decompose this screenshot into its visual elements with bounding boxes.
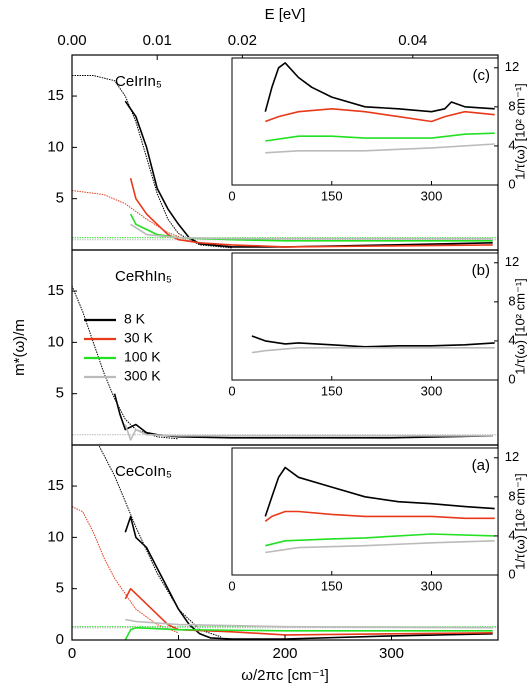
x-axis-label: ω/2πc [cm⁻¹] xyxy=(241,667,328,684)
y-tick-label: 10 xyxy=(47,333,64,350)
legend-label: 30 K xyxy=(124,330,153,346)
inset-line xyxy=(264,466,495,517)
inset-frame xyxy=(231,57,499,186)
x2-tick-label: 0.04 xyxy=(398,32,427,49)
data-line xyxy=(129,213,493,242)
data-line xyxy=(125,618,493,629)
inset-y-tick-label: 12 xyxy=(505,59,519,74)
inset-line xyxy=(265,132,495,142)
inset-y-tick-label: 4 xyxy=(508,332,515,347)
y-tick-label: 10 xyxy=(47,138,64,155)
inset-x-tick-label: 150 xyxy=(321,188,343,203)
panel xyxy=(72,285,498,441)
data-line xyxy=(130,223,493,240)
inset-line xyxy=(265,108,495,123)
inset-x-tick-label: 150 xyxy=(321,578,343,593)
y-axis-label: m*(ω)/m xyxy=(11,319,28,376)
data-line xyxy=(129,177,493,248)
compound-label: CeRhIn₅ xyxy=(115,268,172,285)
inset-y-tick-label: 8 xyxy=(508,98,515,113)
x-tick-label: 100 xyxy=(166,645,191,662)
fit-line xyxy=(98,445,222,638)
legend-label: 300 K xyxy=(124,368,161,384)
inset-y-axis-label: 1/τ(ω) [10² cm⁻¹] xyxy=(512,473,527,570)
inset-background xyxy=(232,448,498,575)
inset-y-tick-label: 4 xyxy=(508,527,515,542)
compound-label: CeCoIn₅ xyxy=(115,463,172,480)
x-tick-label: 300 xyxy=(379,645,404,662)
inset-background xyxy=(232,58,498,185)
y-tick-label: 15 xyxy=(47,282,64,299)
inset-line xyxy=(265,540,495,554)
inset-x-tick-label: 0 xyxy=(228,578,235,593)
data-line xyxy=(124,424,493,441)
inset-x-tick-label: 300 xyxy=(421,383,443,398)
inset-line xyxy=(265,533,495,547)
panel xyxy=(72,445,498,640)
y-tick-label: 15 xyxy=(47,87,64,104)
x-tick-label: 200 xyxy=(272,645,297,662)
legend-label: 8 K xyxy=(124,311,146,327)
data-line xyxy=(124,516,493,640)
x2-tick-label: 0.02 xyxy=(228,32,257,49)
data-line xyxy=(124,100,493,248)
inset-frame xyxy=(231,447,499,576)
inset-x-tick-label: 300 xyxy=(421,578,443,593)
inset-line xyxy=(264,62,495,113)
inset-y-tick-label: 0 xyxy=(508,371,515,386)
legend-label: 100 K xyxy=(124,349,161,365)
inset-y-tick-label: 12 xyxy=(505,449,519,464)
fit-line xyxy=(72,506,179,634)
inset-y-tick-label: 0 xyxy=(508,566,515,581)
inset-frame xyxy=(231,252,499,381)
inset-line xyxy=(251,347,495,354)
inset xyxy=(264,62,495,154)
inset xyxy=(251,335,495,354)
inset-y-tick-label: 0 xyxy=(508,176,515,191)
compound-label: CeIrIn₅ xyxy=(115,73,162,90)
inset-y-tick-label: 8 xyxy=(508,488,515,503)
data-line xyxy=(124,626,493,640)
x2-axis-label: E [eV] xyxy=(265,6,306,23)
inset-line xyxy=(264,510,495,522)
inset xyxy=(264,466,495,554)
inset-x-tick-label: 0 xyxy=(228,383,235,398)
inset-y-tick-label: 8 xyxy=(508,293,515,308)
inset-y-tick-label: 4 xyxy=(508,137,515,152)
inset-x-tick-label: 150 xyxy=(321,383,343,398)
inset-background xyxy=(232,253,498,380)
inset-line xyxy=(265,143,495,154)
y-tick-label: 5 xyxy=(56,580,64,597)
inset-y-axis-label: 1/τ(ω) [10² cm⁻¹] xyxy=(512,278,527,375)
y-tick-label: 5 xyxy=(56,190,64,207)
panel-tag: (a) xyxy=(472,457,490,474)
panel-tag: (b) xyxy=(472,262,490,279)
x2-tick-label: 0.00 xyxy=(57,32,86,49)
inset-y-tick-label: 12 xyxy=(505,254,519,269)
y-tick-label: 0 xyxy=(56,631,64,648)
panel xyxy=(72,75,498,249)
inset-x-tick-label: 300 xyxy=(421,188,443,203)
data-line xyxy=(113,393,493,439)
x2-tick-label: 0.01 xyxy=(143,32,172,49)
x-tick-label: 0 xyxy=(68,645,76,662)
inset-y-axis-label: 1/τ(ω) [10² cm⁻¹] xyxy=(512,83,527,180)
panel-tag: (c) xyxy=(473,67,491,84)
y-tick-label: 5 xyxy=(56,385,64,402)
inset-x-tick-label: 0 xyxy=(228,188,235,203)
y-tick-label: 15 xyxy=(47,477,64,494)
y-tick-label: 10 xyxy=(47,528,64,545)
inset-line xyxy=(251,335,495,348)
